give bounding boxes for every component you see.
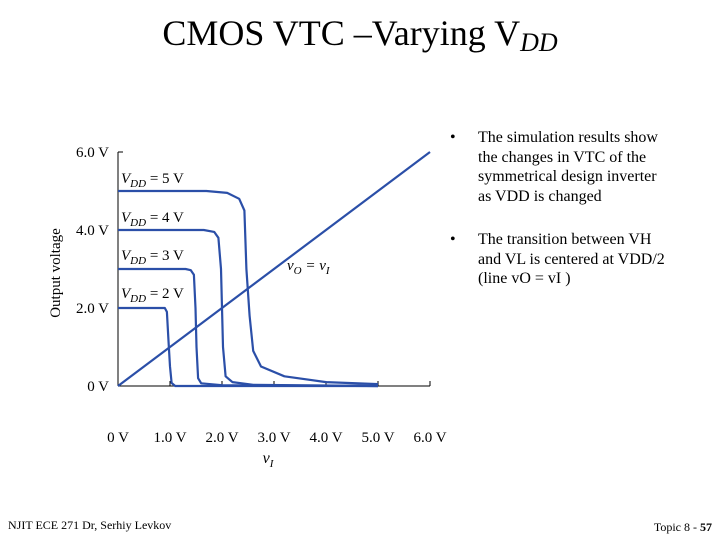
y-tick-label: 0 V: [87, 379, 109, 395]
footer-page-number: Topic 8 - 57: [654, 520, 712, 535]
bullet-marker: •: [450, 231, 456, 248]
y-tick-label: 4.0 V: [76, 223, 109, 239]
x-tick-label: 3.0 V: [257, 430, 290, 446]
slide-title-subscript: DD: [520, 28, 558, 57]
x-tick-label: 4.0 V: [309, 430, 342, 446]
footer-course: NJIT ECE 271 Dr, Serhiy Levkov: [8, 518, 172, 532]
x-axis-label: vI: [263, 450, 275, 470]
x-tick-label: 5.0 V: [361, 430, 394, 446]
series-line-vdd-5v: [118, 189, 379, 386]
footer-topic: Topic 8 -: [653, 520, 700, 534]
series-label-vdd-5v: VDD = 5 V: [121, 171, 184, 190]
y-tick-label: 6.0 V: [76, 145, 109, 161]
series-line-vdd-2v: [118, 306, 378, 388]
bullet-line: symmetrical design inverter: [478, 168, 657, 185]
bullet-item-transition: • The transition between VH and VL is ce…: [448, 230, 700, 289]
vtc-chart: 0 V 1.0 V 2.0 V 3.0 V 4.0 V 5.0 V 6.0 V 0 V 2.0 …: [48, 145, 447, 470]
x-tick-label: 0 V: [107, 430, 129, 446]
y-axis-label: Output voltage: [48, 228, 64, 318]
bullet-list: • The simulation results show the change…: [448, 128, 700, 313]
x-tick-label: 6.0 V: [413, 430, 446, 446]
bullet-line: the changes in VTC of the: [478, 148, 647, 166]
series-label-vo-equals-vi: vO = vI: [287, 258, 331, 277]
bullet-line: and VL is centered at VDD/2: [478, 250, 665, 268]
y-tick-label: 2.0 V: [76, 301, 109, 317]
series-label-vdd-2v: VDD = 2 V: [121, 286, 184, 305]
bullet-marker: •: [450, 129, 456, 146]
bullet-line: The transition between VH: [478, 231, 652, 248]
bullet-line: (line vO = vI ): [478, 270, 571, 287]
bullet-item-simulation: • The simulation results show the change…: [448, 128, 700, 206]
series-label-vdd-3v: VDD = 3 V: [121, 248, 184, 267]
slide-title: CMOS VTC –Varying VDD: [0, 13, 720, 58]
footer-page: 57: [700, 520, 712, 534]
x-tick-label: 1.0 V: [153, 430, 186, 446]
bullet-line: The simulation results show: [478, 129, 658, 146]
x-tick-label: 2.0 V: [205, 430, 238, 446]
bullet-line: as VDD is changed: [478, 187, 602, 205]
series-label-vdd-4v: VDD = 4 V: [121, 210, 184, 229]
slide-title-text: CMOS VTC –Varying V: [162, 13, 521, 53]
series-line-vo-equals-vi: [117, 151, 431, 387]
